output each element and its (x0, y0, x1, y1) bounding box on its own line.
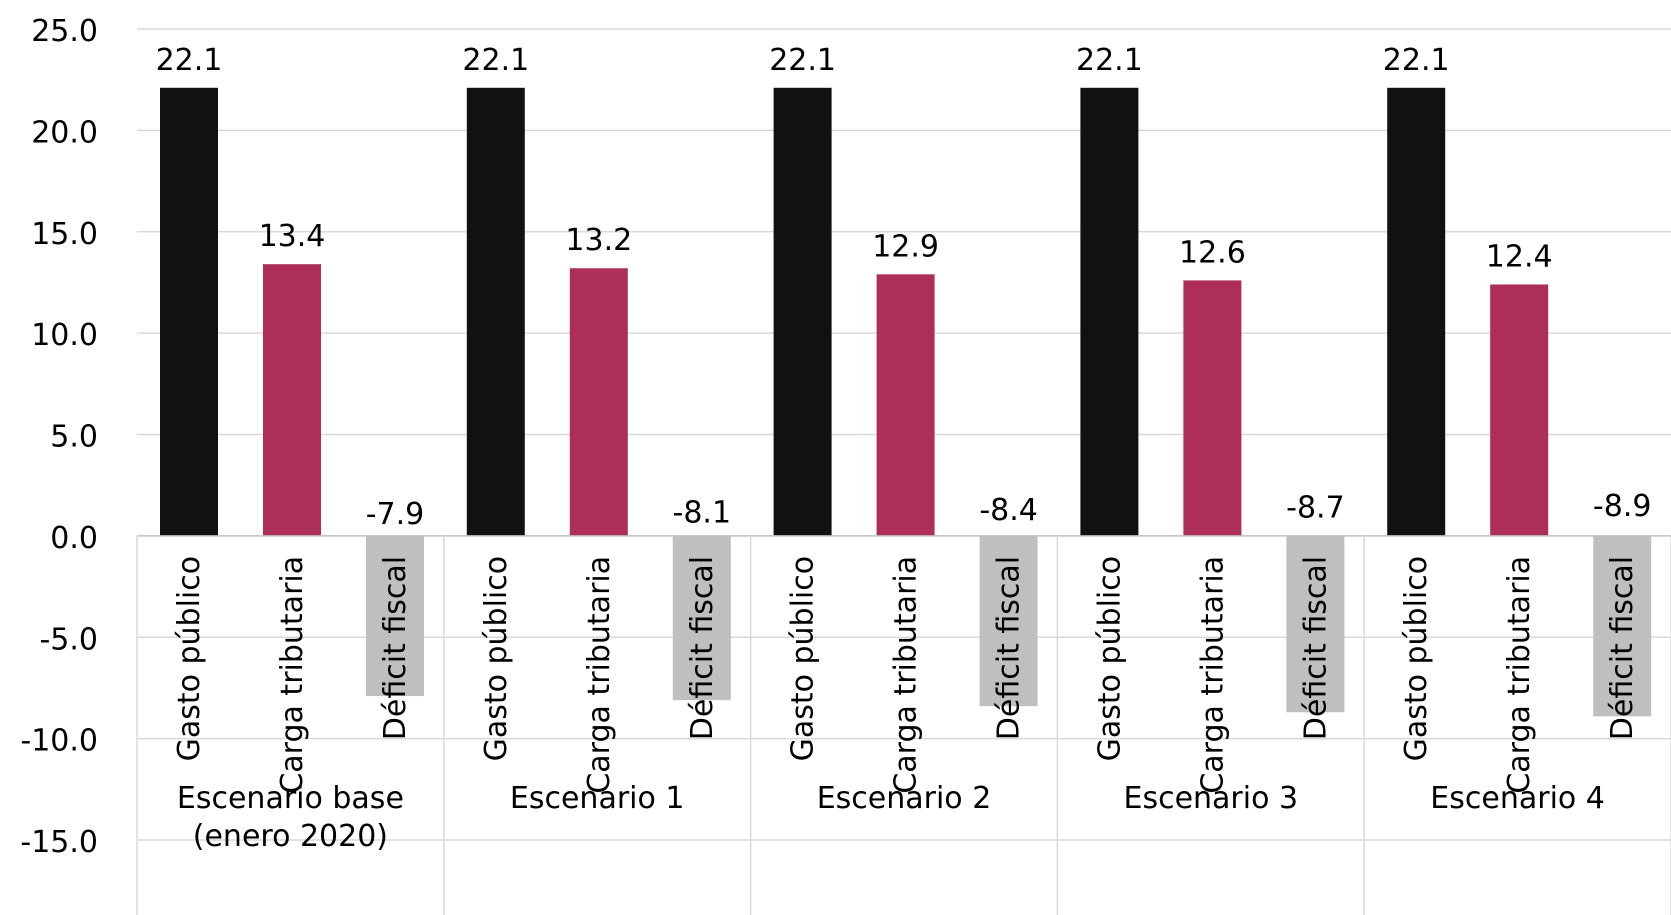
category-label: Gasto público (786, 556, 821, 762)
bar-deficit-fiscal (1593, 535, 1652, 717)
bar-carga-tributaria (569, 268, 628, 536)
y-tick-label: -5.0 (39, 622, 98, 657)
bar-carga-tributaria (876, 274, 935, 536)
category-label: Déficit fiscal (992, 556, 1027, 740)
category-label: Carga tributaria (582, 556, 617, 794)
bar-carga-tributaria (263, 264, 321, 536)
data-label: -8.9 (1593, 489, 1652, 524)
data-label: 13.2 (565, 223, 632, 258)
bar-deficit-fiscal (979, 535, 1038, 707)
category-label: Déficit fiscal (1605, 556, 1640, 740)
data-label: -8.4 (979, 493, 1038, 528)
y-tick-label: -15.0 (20, 825, 98, 860)
data-label: 22.1 (462, 43, 529, 78)
bar-deficit-fiscal (1286, 535, 1345, 713)
y-tick-label: 5.0 (50, 420, 98, 455)
y-tick-label: -10.0 (20, 724, 98, 759)
bar-deficit-fiscal (672, 535, 731, 701)
data-label: 12.9 (872, 229, 939, 264)
category-label: Carga tributaria (275, 556, 310, 794)
axes (136, 535, 1671, 915)
category-label: Déficit fiscal (1298, 556, 1333, 740)
category-label: Carga tributaria (889, 556, 924, 794)
bar-carga-tributaria (1183, 280, 1242, 536)
category-label: Carga tributaria (1502, 556, 1537, 794)
data-label: -8.7 (1286, 490, 1345, 525)
y-tick-label: 20.0 (31, 115, 98, 150)
data-label: 12.6 (1179, 235, 1246, 270)
group-label: Escenario 1 (510, 781, 685, 816)
category-label: Gasto público (172, 556, 207, 762)
bar-gasto-publico (1387, 87, 1446, 536)
data-label: 22.1 (1383, 43, 1450, 78)
bar-gasto-publico (1080, 87, 1139, 536)
y-tick-label: 10.0 (31, 318, 98, 353)
group-label: Escenario 4 (1430, 781, 1605, 816)
category-label: Carga tributaria (1195, 556, 1230, 794)
data-label: 22.1 (156, 43, 223, 78)
data-label: 13.4 (259, 219, 326, 254)
data-label: -7.9 (366, 497, 425, 532)
group-label: Escenario base (177, 781, 404, 816)
y-tick-label: 25.0 (31, 14, 98, 49)
group-label: Escenario 3 (1124, 781, 1299, 816)
category-label: Gasto público (1092, 556, 1127, 762)
data-label: 22.1 (769, 43, 836, 78)
group-label: Escenario 2 (817, 781, 992, 816)
data-label: -8.1 (673, 495, 732, 530)
category-label: Déficit fiscal (685, 556, 720, 740)
category-label: Déficit fiscal (378, 556, 413, 740)
bar-gasto-publico (160, 87, 218, 536)
bar-carga-tributaria (1490, 284, 1549, 536)
y-tick-label: 0.0 (50, 521, 98, 556)
labels: 25.0 20.0 15.0 10.0 5.0 0.0 -5.0 -10.0 -15.0 22.1… (20, 14, 1651, 860)
group-label: (enero 2020) (193, 819, 388, 854)
y-tick-label: 15.0 (31, 217, 98, 252)
bar-gasto-publico (466, 87, 525, 536)
bar-deficit-fiscal (366, 535, 424, 697)
category-label: Gasto público (479, 556, 514, 762)
data-label: 22.1 (1076, 43, 1143, 78)
category-label: Gasto público (1399, 556, 1434, 762)
bars (160, 87, 1652, 717)
data-label: 12.4 (1486, 239, 1553, 274)
bar-gasto-publico (773, 87, 832, 536)
